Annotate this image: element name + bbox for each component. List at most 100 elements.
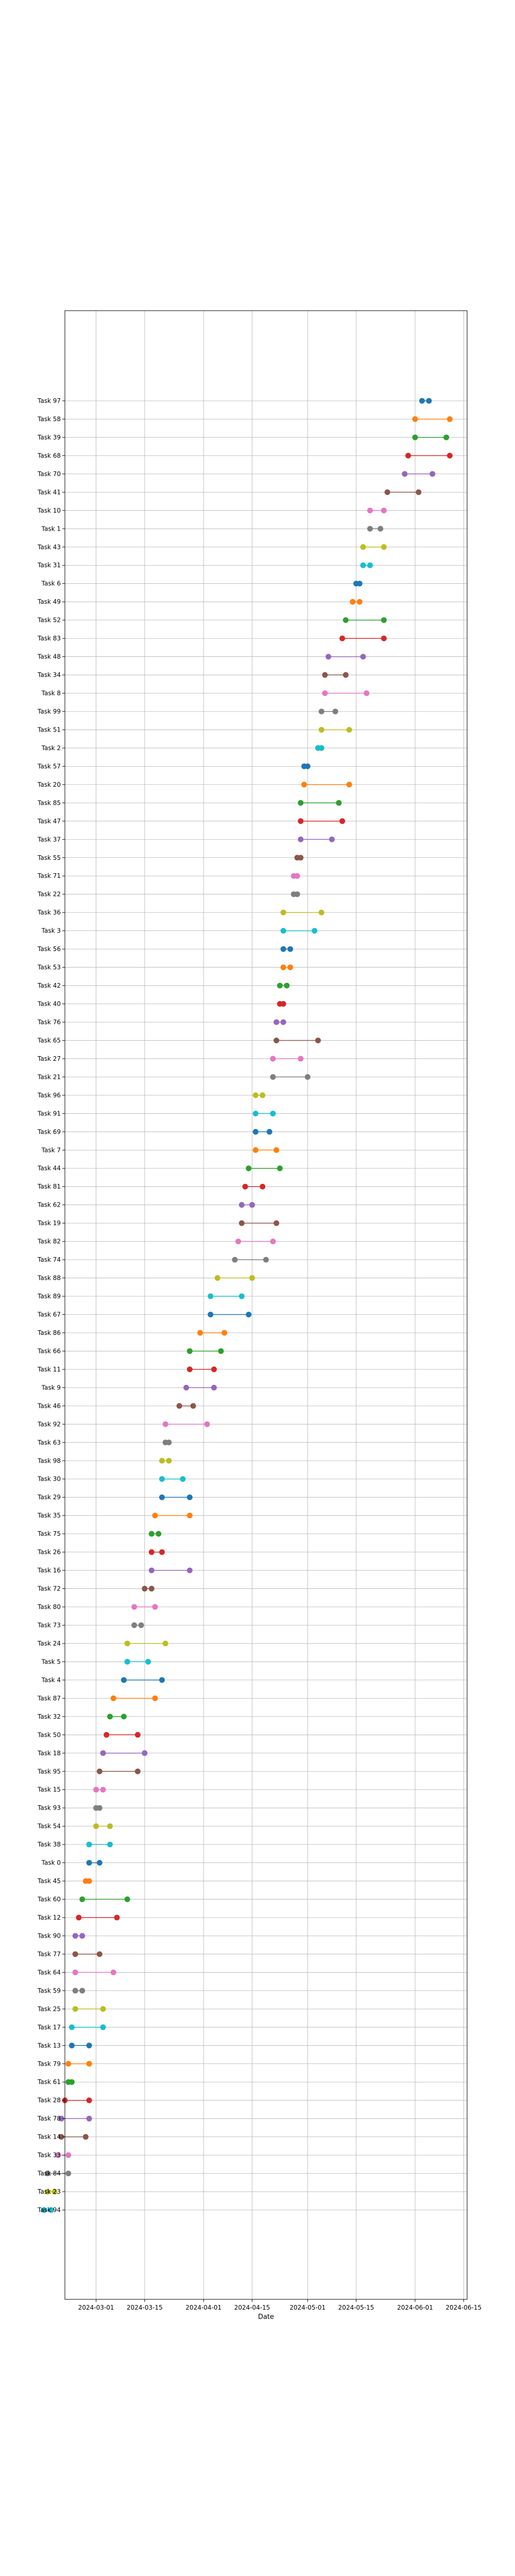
task-start-point (301, 782, 307, 788)
task-start-point (152, 1513, 158, 1519)
task-dumbbell (41, 2207, 54, 2213)
task-start-point (325, 654, 332, 660)
task-start-point (72, 1988, 78, 1994)
task-start-point (65, 2061, 72, 2067)
task-dumbbell (405, 452, 453, 459)
task-start-point (280, 909, 286, 916)
x-tick-label: 2024-05-01 (289, 2304, 325, 2311)
task-end-point (249, 1202, 255, 1208)
y-tick-label: Task 69 (37, 1128, 61, 1136)
y-tick-label: Task 19 (37, 1219, 61, 1227)
y-tick-label: Task 16 (37, 1567, 61, 1574)
task-start-point (186, 1366, 193, 1372)
task-dumbbell (419, 398, 432, 404)
y-axis-ticks: Task 97 Task 58 Task 39 Task 68 Task 70 Task … (37, 397, 65, 2214)
task-end-point (443, 434, 450, 440)
task-end-point (107, 1823, 113, 1829)
task-start-point (58, 2115, 64, 2122)
task-end-point (152, 1695, 158, 1701)
y-tick-label: Task 45 (37, 1877, 61, 1885)
task-start-point (360, 562, 366, 568)
x-tick-label: 2024-06-01 (397, 2304, 433, 2311)
task-dumbbell (298, 836, 335, 842)
task-end-point (339, 818, 346, 824)
task-end-point (48, 2207, 54, 2213)
y-tick-label: Task 73 (37, 1621, 61, 1629)
task-end-point (96, 1860, 102, 1866)
task-dumbbell (350, 599, 363, 605)
y-tick-label: Task 29 (37, 1494, 61, 1501)
task-start-point (72, 1969, 78, 1975)
task-dumbbell (301, 782, 352, 788)
y-tick-label: Task 93 (37, 1804, 61, 1811)
task-end-point (124, 1896, 130, 1903)
task-start-point (280, 928, 286, 934)
task-end-point (430, 471, 436, 477)
y-tick-label: Task 10 (37, 507, 61, 514)
y-tick-label: Task 46 (37, 1402, 61, 1410)
task-end-point (304, 1074, 311, 1080)
task-dumbbell (246, 1165, 283, 1172)
task-dumbbell (124, 1640, 168, 1647)
y-tick-label: Task 5 (41, 1658, 61, 1665)
task-end-point (287, 964, 294, 971)
x-tick-label: 2024-04-15 (234, 2304, 270, 2311)
task-start-point (148, 1531, 154, 1537)
task-start-point (360, 544, 366, 550)
task-end-point (287, 946, 294, 952)
y-tick-label: Task 11 (37, 1366, 61, 1373)
task-end-point (270, 1239, 276, 1245)
task-start-point (41, 2207, 47, 2213)
x-tick-label: 2024-03-15 (127, 2304, 163, 2311)
task-end-point (318, 909, 324, 916)
task-start-point (68, 2024, 75, 2030)
task-end-point (86, 2115, 92, 2122)
task-start-point (58, 2134, 64, 2140)
task-start-point (124, 1640, 130, 1647)
task-start-point (86, 1841, 92, 1848)
y-tick-label: Task 74 (37, 1256, 61, 1263)
y-tick-label: Task 61 (37, 2078, 61, 2086)
task-end-point (342, 672, 349, 678)
task-dumbbell (339, 635, 387, 641)
task-start-point (76, 1914, 82, 1921)
task-dumbbell (104, 1732, 141, 1738)
task-dumbbell (325, 654, 366, 660)
y-tick-label: Task 85 (37, 799, 61, 806)
task-end-point (211, 1366, 217, 1372)
task-end-point (266, 1129, 272, 1135)
task-dumbbell (148, 1567, 193, 1573)
task-end-point (273, 1220, 280, 1226)
task-dumbbell (294, 855, 304, 861)
task-start-point (183, 1384, 190, 1391)
task-end-point (79, 1933, 85, 1939)
task-dumbbell (186, 1348, 224, 1354)
task-dumbbell (242, 1183, 266, 1190)
task-start-point (96, 1768, 102, 1774)
task-dumbbell (58, 2134, 89, 2140)
task-start-point (159, 1458, 165, 1464)
y-tick-label: Task 68 (37, 452, 61, 459)
task-dumbbell (298, 818, 346, 824)
task-start-point (159, 1494, 165, 1500)
task-dumbbell (290, 873, 300, 879)
task-start-point (419, 398, 425, 404)
task-start-point (131, 1622, 138, 1628)
task-dumbbell (72, 1933, 85, 1939)
task-dumbbell (72, 2006, 106, 2012)
task-end-point (110, 1969, 116, 1975)
task-dumbbell (322, 672, 349, 678)
y-tick-label: Task 55 (37, 854, 61, 861)
task-dumbbell (100, 1750, 148, 1756)
task-end-point (298, 1056, 304, 1062)
x-tick-label: 2024-06-15 (445, 2304, 482, 2311)
task-end-point (156, 1531, 162, 1537)
task-dumbbell (301, 763, 311, 769)
task-start-point (235, 1239, 242, 1245)
task-start-point (44, 2189, 50, 2195)
x-tick-label: 2024-05-15 (338, 2304, 374, 2311)
task-dumbbell (197, 1330, 228, 1336)
y-tick-label: Task 15 (37, 1786, 61, 1793)
task-dumbbell (148, 1549, 165, 1555)
y-tick-label: Task 95 (37, 1768, 61, 1775)
